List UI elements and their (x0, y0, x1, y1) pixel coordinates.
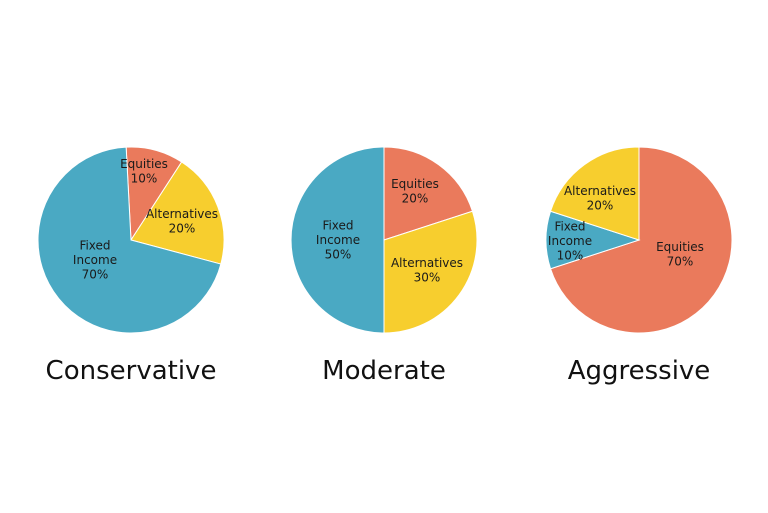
pie-slice-moderate-equities (383, 146, 474, 241)
slice-label-moderate-alternatives: Alternatives 30% (391, 256, 463, 285)
slice-label-aggressive-equities: Equities 70% (656, 240, 704, 269)
chart-title-moderate: Moderate (322, 356, 446, 386)
slice-label-line: 70% (82, 268, 109, 282)
slice-label-line: Income (316, 233, 360, 247)
chart-title-conservative: Conservative (46, 356, 217, 386)
slice-label-line: Equities (391, 177, 439, 191)
slice-label-line: 30% (414, 270, 441, 284)
slice-label-line: Alternatives (564, 184, 636, 198)
slice-label-conservative-equities: Equities 10% (120, 157, 168, 186)
slice-label-line: Fixed (79, 239, 110, 253)
slice-label-line: 20% (402, 191, 429, 205)
slice-label-line: Alternatives (391, 256, 463, 270)
pie-slice-moderate-alternatives (383, 210, 478, 334)
pie-slice-conservative-alternatives (130, 161, 225, 265)
slice-label-line: Fixed (322, 219, 353, 233)
slice-label-line: 70% (667, 254, 694, 268)
pie-chart-aggressive: Equities 70% Fixed Income 10% Alternatives 20%… (545, 146, 733, 386)
slice-label-conservative-fixed-income: Fixed Income 70% (73, 239, 117, 282)
pie-chart-conservative: Equities 10% Alternatives 20% Fixed Income 70%… (37, 146, 225, 386)
slice-label-line: 20% (169, 221, 196, 235)
slice-label-line: 50% (325, 248, 352, 262)
slice-label-line: Income (73, 253, 117, 267)
slice-label-line: Alternatives (146, 207, 218, 221)
slice-label-line: 20% (587, 198, 614, 212)
slice-label-moderate-fixed-income: Fixed Income 50% (316, 219, 360, 262)
slice-label-aggressive-alternatives: Alternatives 20% (564, 184, 636, 213)
slice-label-line: Fixed (554, 220, 585, 234)
slice-label-line: Equities (120, 157, 168, 171)
pie-slice-conservative-fixed-income (37, 146, 222, 334)
slice-label-aggressive-fixed-income: Fixed Income 10% (548, 220, 592, 263)
pie-chart-moderate: Equities 20% Alternatives 30% Fixed Income 50%… (290, 146, 478, 386)
slice-label-conservative-alternatives: Alternatives 20% (146, 207, 218, 236)
slice-label-line: 10% (131, 171, 158, 185)
pie-slice-aggressive-alternatives (549, 146, 640, 241)
pie-slice-moderate-fixed-income (290, 146, 385, 334)
slice-label-line: Equities (656, 240, 704, 254)
pie-slice-aggressive-equities (549, 146, 733, 334)
chart-title-aggressive: Aggressive (568, 356, 711, 386)
slice-label-line: 10% (557, 249, 584, 263)
slice-label-moderate-equities: Equities 20% (391, 177, 439, 206)
slice-label-line: Income (548, 234, 592, 248)
